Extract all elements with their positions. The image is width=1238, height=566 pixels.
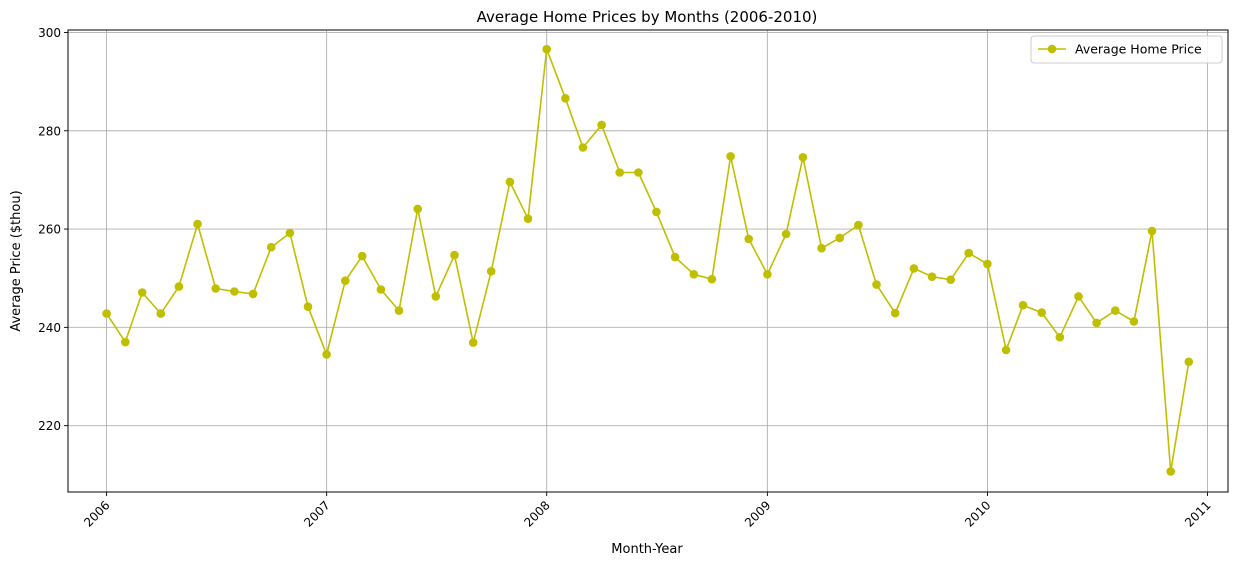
data-point bbox=[854, 220, 863, 230]
plot-frame bbox=[67, 29, 1229, 493]
data-point bbox=[578, 143, 588, 152]
data-point bbox=[413, 204, 423, 214]
data-point bbox=[670, 252, 680, 262]
data-point bbox=[394, 306, 404, 315]
data-point bbox=[174, 282, 184, 291]
data-point bbox=[890, 308, 900, 318]
data-point bbox=[450, 250, 459, 260]
data-point bbox=[248, 289, 258, 299]
data-point bbox=[341, 276, 350, 286]
data-point bbox=[946, 275, 955, 285]
data-point bbox=[523, 214, 533, 223]
data-point bbox=[781, 229, 791, 239]
data-point bbox=[634, 168, 643, 177]
data-point bbox=[486, 267, 496, 276]
y-axis-title: Average Price ($thou) bbox=[9, 190, 24, 331]
data-point bbox=[707, 274, 717, 284]
legend-marker-sample bbox=[1047, 44, 1057, 54]
data-point bbox=[468, 338, 478, 347]
data-point bbox=[357, 251, 367, 261]
data-point bbox=[927, 272, 937, 282]
data-point bbox=[909, 264, 919, 273]
data-point bbox=[1184, 357, 1194, 367]
data-point bbox=[542, 44, 551, 54]
legend: Average Home Price bbox=[1030, 35, 1223, 64]
y-tick-label: 300 bbox=[38, 26, 61, 40]
data-point bbox=[1166, 467, 1175, 476]
y-tick-label: 220 bbox=[38, 419, 61, 433]
data-point bbox=[1129, 317, 1139, 326]
data-point bbox=[964, 248, 973, 258]
data-point bbox=[322, 350, 331, 359]
data-point bbox=[1037, 308, 1046, 317]
data-point bbox=[156, 309, 166, 318]
data-point bbox=[652, 207, 661, 217]
data-point bbox=[1001, 345, 1011, 355]
data-point bbox=[285, 228, 295, 238]
data-point bbox=[303, 302, 313, 312]
data-point bbox=[102, 309, 111, 318]
data-point bbox=[193, 219, 202, 229]
data-point bbox=[763, 270, 772, 279]
data-point bbox=[1018, 300, 1028, 310]
data-point bbox=[561, 94, 570, 103]
data-point bbox=[505, 177, 515, 187]
data-point bbox=[615, 168, 624, 177]
data-point bbox=[1147, 226, 1157, 236]
data-point bbox=[376, 285, 386, 294]
data-point bbox=[689, 270, 699, 279]
legend-box bbox=[1030, 35, 1223, 64]
data-point bbox=[835, 233, 844, 243]
data-point bbox=[817, 243, 826, 253]
data-point bbox=[1111, 306, 1120, 315]
data-point bbox=[1074, 292, 1083, 301]
data-point bbox=[121, 337, 130, 347]
data-point bbox=[983, 259, 992, 269]
data-point bbox=[726, 152, 735, 161]
data-point bbox=[1092, 318, 1101, 328]
data-point bbox=[266, 242, 276, 252]
x-axis-title: Month-Year bbox=[611, 542, 683, 557]
y-tick-label: 280 bbox=[38, 124, 61, 138]
grid bbox=[68, 30, 1228, 492]
data-point bbox=[137, 288, 147, 297]
y-tick-label: 260 bbox=[38, 223, 61, 237]
data-point bbox=[230, 287, 239, 296]
y-tick-label: 240 bbox=[38, 321, 61, 335]
chart-title: Average Home Prices by Months (2006-2010… bbox=[477, 8, 818, 26]
data-point bbox=[744, 234, 753, 244]
data-point bbox=[431, 292, 441, 301]
data-point bbox=[872, 280, 881, 289]
data-point bbox=[211, 284, 220, 293]
data-point bbox=[597, 120, 606, 130]
series-layer bbox=[102, 44, 1194, 476]
data-point bbox=[1055, 332, 1065, 342]
legend-label: Average Home Price bbox=[1075, 42, 1202, 57]
data-point bbox=[798, 153, 808, 162]
